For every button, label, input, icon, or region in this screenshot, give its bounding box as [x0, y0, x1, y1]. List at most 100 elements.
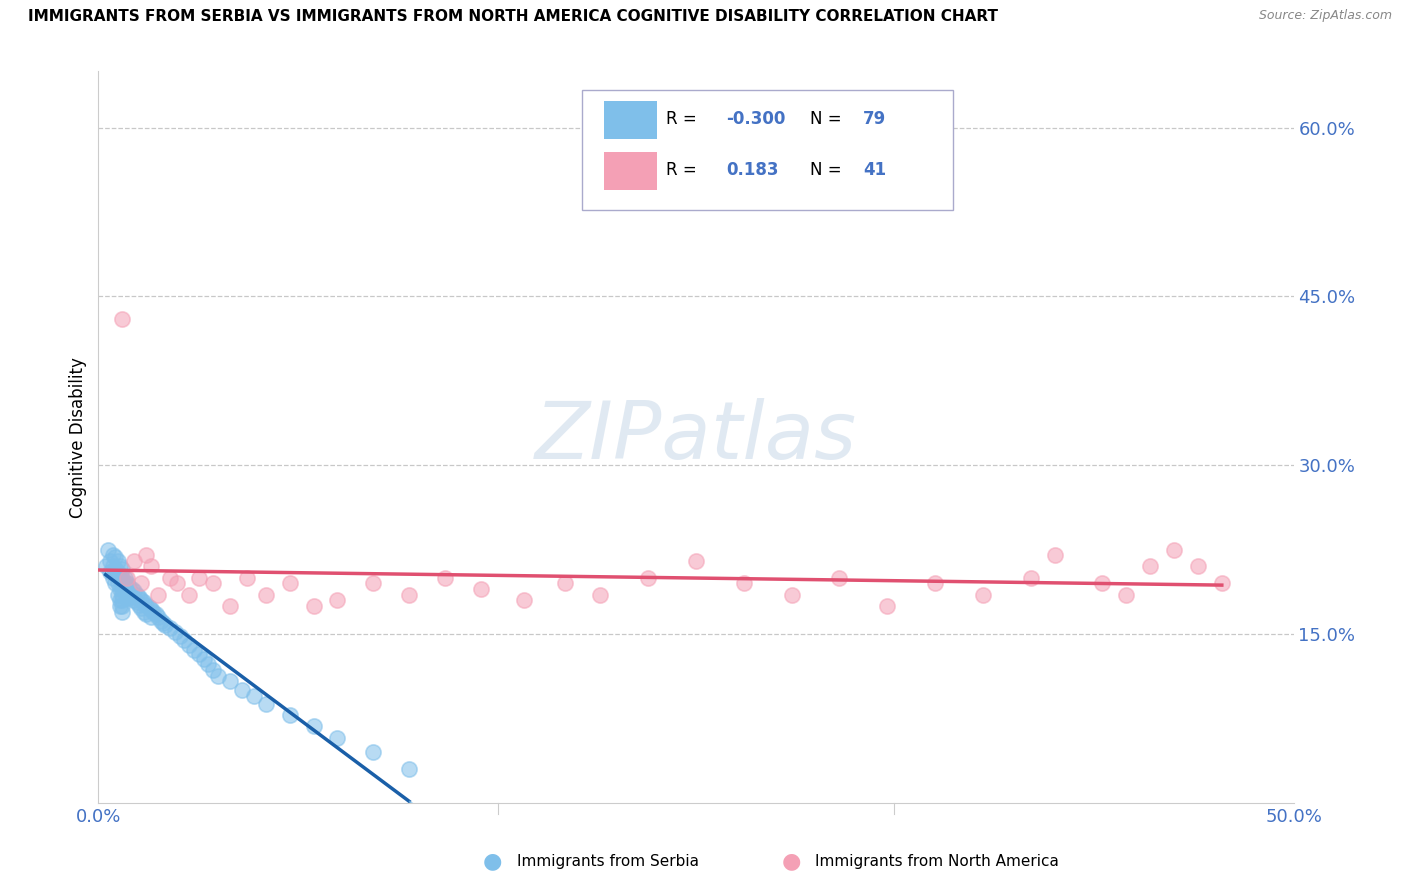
- Point: [132, 595, 155, 609]
- Point: [187, 571, 209, 585]
- Point: [589, 588, 612, 602]
- Circle shape: [616, 161, 644, 179]
- Point: [637, 571, 659, 585]
- Point: [104, 562, 127, 576]
- Point: [111, 599, 134, 613]
- Text: R =: R =: [666, 161, 702, 179]
- Point: [118, 588, 141, 602]
- Point: [124, 584, 146, 599]
- Point: [111, 588, 134, 602]
- Point: [231, 683, 253, 698]
- Point: [108, 571, 131, 585]
- Point: [972, 588, 994, 602]
- Point: [139, 602, 162, 616]
- Point: [254, 697, 277, 711]
- Point: [98, 565, 122, 579]
- Point: [219, 599, 242, 613]
- Text: ●: ●: [484, 851, 502, 871]
- Point: [163, 624, 186, 639]
- Point: [131, 593, 153, 607]
- Point: [128, 590, 150, 604]
- Point: [124, 593, 146, 607]
- Point: [97, 542, 120, 557]
- Point: [166, 576, 188, 591]
- Point: [104, 550, 127, 565]
- Point: [115, 584, 138, 599]
- Point: [202, 663, 225, 677]
- Point: [124, 554, 146, 568]
- Point: [1043, 548, 1066, 562]
- Point: [1163, 542, 1185, 557]
- Point: [363, 576, 385, 591]
- Point: [121, 590, 143, 604]
- Point: [111, 576, 134, 591]
- Point: [1115, 588, 1137, 602]
- Point: [125, 595, 148, 609]
- Point: [326, 731, 349, 745]
- Text: IMMIGRANTS FROM SERBIA VS IMMIGRANTS FROM NORTH AMERICA COGNITIVE DISABILITY COR: IMMIGRANTS FROM SERBIA VS IMMIGRANTS FRO…: [28, 9, 998, 24]
- Point: [1091, 576, 1114, 591]
- Point: [115, 591, 138, 605]
- Text: N =: N =: [810, 161, 846, 179]
- Text: 79: 79: [863, 110, 887, 128]
- Point: [115, 571, 138, 585]
- Point: [149, 614, 172, 628]
- Point: [108, 582, 131, 596]
- Point: [132, 605, 155, 619]
- Point: [302, 599, 325, 613]
- Point: [363, 745, 385, 759]
- Point: [278, 576, 301, 591]
- Point: [131, 601, 153, 615]
- Point: [554, 576, 576, 591]
- Point: [115, 576, 138, 591]
- Point: [398, 588, 420, 602]
- Point: [131, 576, 153, 591]
- Point: [135, 607, 157, 621]
- Point: [780, 588, 803, 602]
- Point: [139, 559, 162, 574]
- Text: R =: R =: [666, 110, 702, 128]
- Point: [114, 576, 136, 591]
- Text: 41: 41: [863, 161, 886, 179]
- Point: [101, 571, 124, 585]
- Point: [193, 652, 215, 666]
- Point: [121, 582, 143, 596]
- Point: [111, 562, 134, 576]
- FancyBboxPatch shape: [605, 152, 657, 190]
- Point: [118, 580, 141, 594]
- Point: [135, 598, 157, 612]
- Point: [135, 548, 157, 562]
- FancyBboxPatch shape: [582, 90, 953, 211]
- Point: [470, 582, 492, 596]
- Point: [173, 632, 195, 647]
- Point: [111, 582, 134, 596]
- Point: [138, 599, 160, 614]
- Point: [278, 708, 301, 723]
- Point: [828, 571, 851, 585]
- Point: [104, 565, 127, 579]
- Text: Source: ZipAtlas.com: Source: ZipAtlas.com: [1258, 9, 1392, 22]
- Point: [302, 719, 325, 733]
- Point: [101, 559, 124, 574]
- Point: [145, 607, 167, 621]
- Point: [111, 605, 134, 619]
- Point: [114, 584, 136, 599]
- Point: [1139, 559, 1161, 574]
- Point: [111, 312, 134, 326]
- Text: Immigrants from North America: Immigrants from North America: [815, 854, 1059, 869]
- Point: [197, 657, 219, 672]
- Point: [108, 559, 131, 574]
- Point: [169, 629, 191, 643]
- Text: ZIPatlas: ZIPatlas: [534, 398, 858, 476]
- Point: [111, 593, 134, 607]
- Text: ●: ●: [782, 851, 801, 871]
- Point: [202, 576, 225, 591]
- Point: [243, 689, 266, 703]
- Text: -0.300: -0.300: [725, 110, 785, 128]
- Point: [254, 588, 277, 602]
- Point: [98, 554, 122, 568]
- FancyBboxPatch shape: [605, 101, 657, 138]
- Point: [152, 615, 174, 630]
- Point: [207, 668, 229, 682]
- Y-axis label: Cognitive Disability: Cognitive Disability: [69, 357, 87, 517]
